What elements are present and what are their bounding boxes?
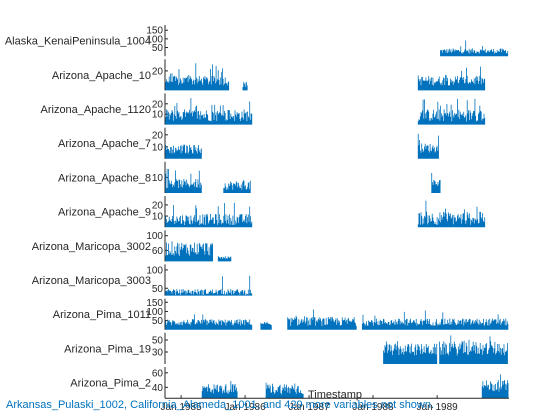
- x-tick-label: Jan 1989: [417, 402, 459, 413]
- x-tick-label: Jan 1986: [225, 402, 267, 413]
- y-tick-label: 20: [152, 66, 164, 77]
- y-tick-label: 50: [152, 43, 164, 54]
- x-axis-label: Timestamp: [308, 389, 362, 401]
- series-line: [165, 309, 509, 330]
- y-tick-label: 20: [152, 130, 164, 141]
- panels: 50100150Alaska_KenaiPeninsula_100420Ariz…: [5, 25, 509, 399]
- series-label: Arizona_Pima_19: [64, 343, 151, 355]
- series-label: Arizona_Maricopa_3002: [32, 241, 151, 253]
- series-line: [165, 63, 486, 91]
- series-line: [165, 275, 253, 296]
- series-label: Arizona_Apache_10: [52, 70, 151, 82]
- series-line: [440, 40, 509, 57]
- y-tick-label: 40: [152, 383, 164, 394]
- y-tick-label: 100: [146, 265, 163, 276]
- series-line: [165, 200, 486, 228]
- series-line: [165, 133, 439, 159]
- y-tick-label: 10: [152, 212, 164, 223]
- series-line: [383, 335, 508, 364]
- x-tick-label: Jan 1987: [288, 402, 330, 413]
- hidden-variables-note: Arkansas_Pulaski_1002, California_Alamed…: [6, 399, 435, 411]
- series-label: Arizona_Pima_1011: [53, 309, 151, 321]
- y-tick-label: 150: [146, 26, 163, 37]
- series-label: Arizona_Apache_1120: [41, 104, 152, 116]
- y-tick-label: 20: [152, 99, 164, 110]
- y-tick-label: 100: [146, 307, 163, 318]
- series-label: Alaska_KenaiPeninsula_1004: [5, 36, 151, 48]
- y-tick-label: 60: [152, 246, 164, 257]
- y-tick-label: 150: [146, 298, 163, 309]
- y-tick-label: 100: [146, 231, 163, 242]
- series-label: Arizona_Pima_2: [70, 378, 151, 390]
- x-axis: Jan 1985 Jan 1986 Jan 1987 Jan 1988 Jan 1989: [161, 395, 509, 413]
- x-tick-label: Jan 1988: [352, 402, 394, 413]
- series-label: Arizona_Apache_8: [58, 172, 151, 184]
- series-line: [165, 98, 486, 125]
- y-tick-label: 60: [152, 368, 164, 379]
- series-label: Arizona_Maricopa_3003: [32, 275, 151, 287]
- y-tick-label: 10: [152, 142, 164, 153]
- y-tick-label: 50: [152, 316, 164, 327]
- y-tick-label: 50: [152, 336, 164, 347]
- y-tick-label: 20: [152, 200, 164, 211]
- series-line: [165, 168, 441, 193]
- y-tick-label: 10: [152, 110, 164, 121]
- y-tick-label: 100: [146, 34, 163, 45]
- series-line: [165, 241, 232, 262]
- x-tick-label: Jan 1985: [161, 402, 203, 413]
- series-label: Arizona_Apache_7: [58, 138, 151, 150]
- series-line: [201, 374, 509, 399]
- series-label: Arizona_Apache_9: [58, 207, 151, 219]
- y-tick-label: 50: [152, 284, 164, 295]
- y-tick-label: 10: [152, 173, 164, 184]
- y-tick-label: 30: [152, 348, 164, 359]
